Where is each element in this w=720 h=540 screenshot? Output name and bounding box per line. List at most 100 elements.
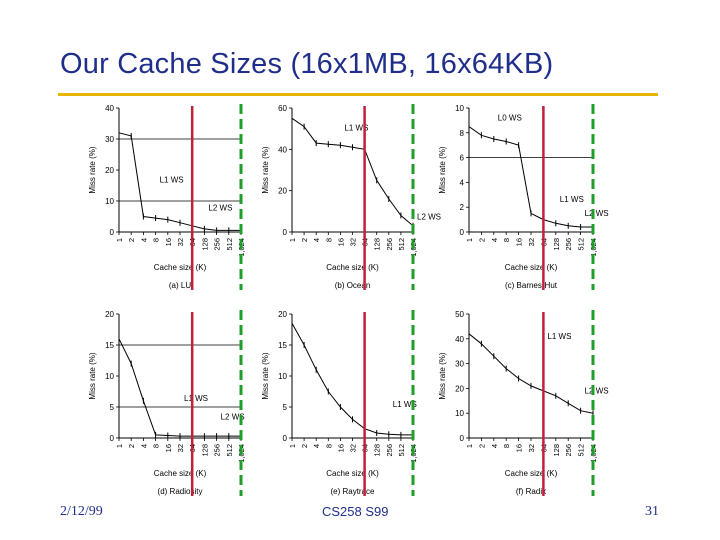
series-line <box>468 333 594 414</box>
working-set-label: L2 WS <box>417 213 441 222</box>
x-tick-label: 256 <box>564 444 573 457</box>
x-tick-label: 4 <box>312 238 321 242</box>
x-tick-label: 32 <box>176 238 185 246</box>
y-tick-label: 20 <box>278 310 287 319</box>
chart-caption: (b) Ocean <box>335 281 371 290</box>
y-tick-label: 20 <box>455 384 464 393</box>
y-tick-label: 8 <box>460 129 465 138</box>
working-set-label: L2 WS <box>221 412 245 421</box>
y-tick-label: 20 <box>105 166 114 175</box>
y-tick-label: 10 <box>278 372 287 381</box>
x-tick-label: 128 <box>200 238 209 251</box>
y-tick-label: 30 <box>455 360 464 369</box>
x-tick-label: 2 <box>300 238 309 242</box>
x-tick-label: 8 <box>502 444 511 448</box>
chart-caption: (e) Raytrace <box>330 487 375 496</box>
series-line <box>118 338 241 437</box>
y-tick-label: 0 <box>283 434 288 443</box>
working-set-label: L0 WS <box>498 113 522 122</box>
y-tick-label: 15 <box>278 341 287 350</box>
x-tick-label: 128 <box>373 444 382 457</box>
y-axis-label: Miss rate (%) <box>88 352 97 399</box>
working-set-label: L1 WS <box>184 394 208 403</box>
y-tick-label: 10 <box>105 372 114 381</box>
y-tick-label: 20 <box>105 310 114 319</box>
x-axis-label: Cache size (K) <box>326 263 379 272</box>
y-tick-label: 0 <box>460 228 465 237</box>
y-tick-label: 60 <box>278 104 287 113</box>
x-tick-label: 16 <box>164 444 173 452</box>
x-tick-label: 4 <box>139 238 148 242</box>
y-tick-label: 5 <box>110 403 115 412</box>
x-tick-label: 128 <box>373 238 382 251</box>
x-tick-label: 16 <box>515 238 524 246</box>
x-tick-label: 128 <box>552 238 561 251</box>
y-tick-label: 15 <box>105 341 114 350</box>
x-axis-label: Cache size (K) <box>154 469 207 478</box>
x-tick-label: 1 <box>288 238 297 242</box>
x-tick-label: 256 <box>385 238 394 251</box>
y-tick-label: 10 <box>455 104 464 113</box>
y-tick-label: 0 <box>460 434 465 443</box>
y-tick-label: 5 <box>283 403 288 412</box>
x-tick-label: 2 <box>127 238 136 242</box>
x-axis-label: Cache size (K) <box>505 469 558 478</box>
footer-page-number: 31 <box>645 504 659 519</box>
working-set-label: L1 WS <box>393 400 417 409</box>
x-tick-label: 512 <box>225 444 234 457</box>
y-tick-label: 20 <box>278 187 287 196</box>
y-tick-label: 40 <box>278 145 287 154</box>
x-tick-label: 16 <box>515 444 524 452</box>
x-tick-label: 256 <box>564 238 573 251</box>
y-axis-label: Miss rate (%) <box>261 146 270 193</box>
footer-course: CS258 S99 <box>322 504 389 519</box>
y-axis-label: Miss rate (%) <box>261 352 270 399</box>
x-tick-label: 1 <box>288 444 297 448</box>
x-axis-label: Cache size (K) <box>154 263 207 272</box>
chart-caption: (c) Barnes-Hut <box>505 281 558 290</box>
y-tick-label: 0 <box>110 434 115 443</box>
y-tick-label: 30 <box>105 135 114 144</box>
x-tick-label: 16 <box>164 238 173 246</box>
x-tick-label: 32 <box>527 238 536 246</box>
x-tick-label: 128 <box>200 444 209 457</box>
chart-caption: (d) Radiosity <box>158 487 203 496</box>
x-axis-label: Cache size (K) <box>326 469 379 478</box>
x-tick-label: 512 <box>577 444 586 457</box>
x-tick-label: 2 <box>477 444 486 448</box>
x-tick-label: 1 <box>465 238 474 242</box>
x-tick-label: 512 <box>225 238 234 251</box>
x-tick-label: 512 <box>397 444 406 457</box>
x-tick-label: 4 <box>490 238 499 242</box>
x-tick-label: 256 <box>213 238 222 251</box>
y-tick-label: 2 <box>460 203 465 212</box>
footer-date: 2/12/99 <box>60 504 103 519</box>
x-tick-label: 16 <box>336 444 345 452</box>
y-tick-label: 40 <box>455 335 464 344</box>
x-tick-label: 32 <box>349 238 358 246</box>
y-axis-label: Miss rate (%) <box>438 146 447 193</box>
working-set-label: L2 WS <box>208 203 232 212</box>
x-tick-label: 2 <box>477 238 486 242</box>
working-set-label: L1 WS <box>547 332 571 341</box>
x-tick-label: 8 <box>152 444 161 448</box>
x-tick-label: 1 <box>115 444 124 448</box>
x-tick-label: 512 <box>397 238 406 251</box>
y-tick-label: 0 <box>283 228 288 237</box>
x-tick-label: 8 <box>152 238 161 242</box>
x-tick-label: 8 <box>324 238 333 242</box>
x-tick-label: 4 <box>139 444 148 448</box>
x-tick-label: 128 <box>552 444 561 457</box>
working-set-label: L1 WS <box>560 195 584 204</box>
x-tick-label: 4 <box>312 444 321 448</box>
y-axis-label: Miss rate (%) <box>438 352 447 399</box>
x-tick-label: 8 <box>502 238 511 242</box>
chart-caption: (f) Radix <box>516 487 546 496</box>
x-tick-label: 512 <box>577 238 586 251</box>
x-tick-label: 4 <box>490 444 499 448</box>
x-tick-label: 256 <box>213 444 222 457</box>
chart-caption: (a) LU <box>169 281 191 290</box>
slide-title: Our Cache Sizes (16x1MB, 16x64KB) <box>60 48 554 80</box>
x-tick-label: 8 <box>324 444 333 448</box>
